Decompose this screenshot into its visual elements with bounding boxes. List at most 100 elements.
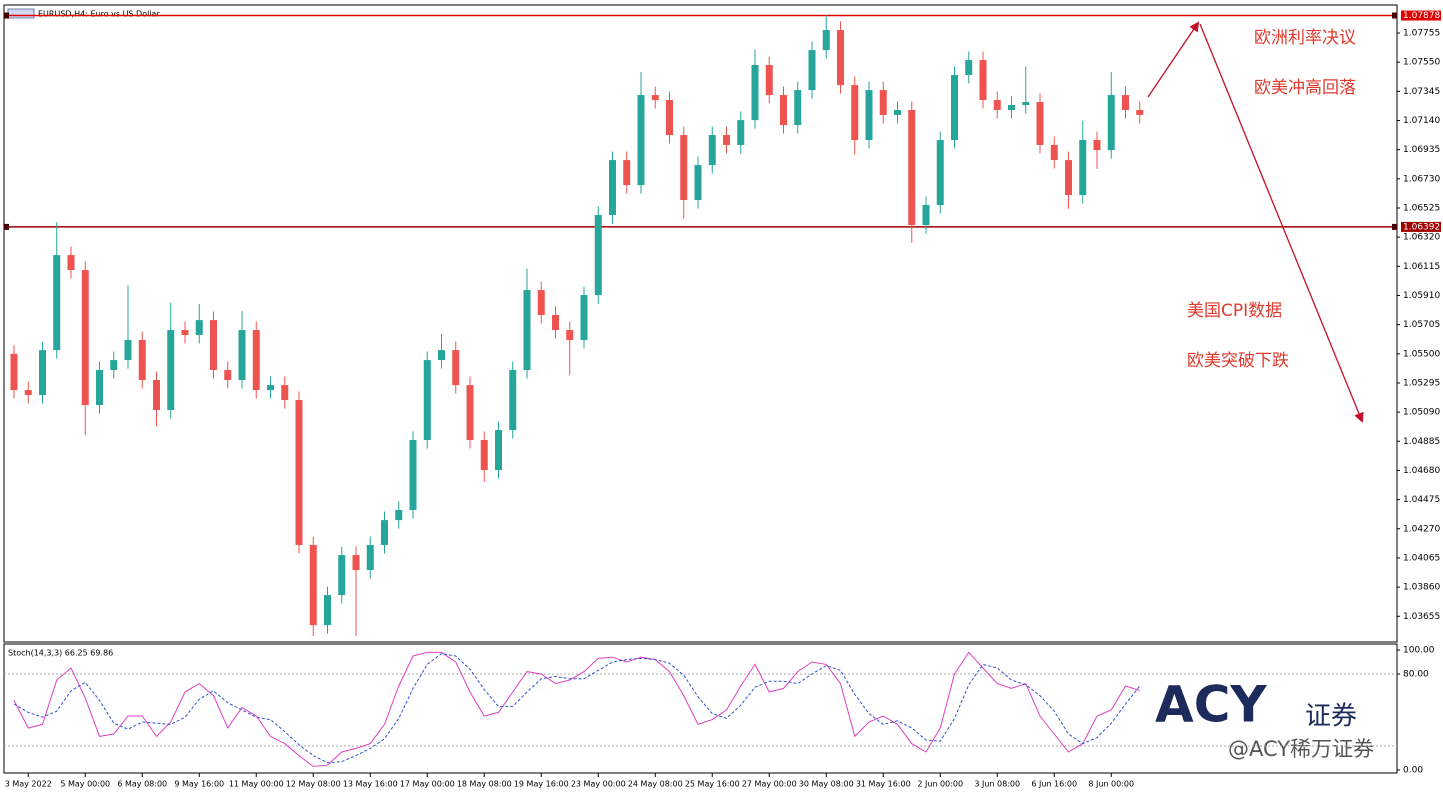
candle-body (466, 385, 474, 441)
candle-body (423, 360, 431, 441)
level-label: 1.07878 (1403, 11, 1440, 21)
y-tick-label: 100.00 (1403, 646, 1435, 656)
level-marker (1392, 223, 1397, 230)
candle-body (822, 30, 830, 51)
y-tick-label: 1.07140 (1403, 116, 1440, 126)
candle-body (922, 205, 930, 226)
y-tick-label: 1.03860 (1403, 583, 1440, 593)
annotation: 欧洲利率决议 (1254, 28, 1356, 48)
candle-body (338, 555, 346, 596)
y-tick-label: 1.04270 (1403, 524, 1440, 534)
y-tick-label: 1.05910 (1403, 291, 1440, 301)
candle-body (153, 379, 160, 410)
candle-body (765, 65, 773, 96)
candle-body (495, 430, 502, 471)
y-tick-label: 1.06320 (1403, 233, 1440, 243)
candle-body (366, 544, 374, 571)
candle-body (409, 440, 417, 510)
stoch-line (13, 651, 1140, 767)
candle-body (851, 85, 859, 140)
x-tick-label: 8 Jun 00:00 (1088, 780, 1134, 789)
x-tick-label: 12 May 08:00 (286, 780, 341, 789)
level-label: 1.06392 (1403, 222, 1440, 232)
y-tick-label: 1.06115 (1403, 262, 1440, 272)
x-tick-label: 6 May 08:00 (117, 780, 167, 789)
candle-body (1079, 139, 1087, 196)
watermark-handle: @ACY稀万证券 (1228, 737, 1374, 761)
symbol-icon (7, 8, 35, 19)
candle-body (210, 320, 217, 371)
chart-title: EURUSD,H4: Euro vs US Dollar (38, 10, 160, 19)
candle-body (666, 100, 673, 136)
candle-body (1093, 139, 1101, 151)
x-tick-label: 3 Jun 08:00 (974, 780, 1020, 789)
level-marker (4, 12, 9, 19)
y-tick-label: 1.07550 (1403, 58, 1440, 68)
level-label-box (1401, 10, 1441, 21)
candle-body (1065, 160, 1072, 196)
x-tick-label: 5 May 00:00 (60, 780, 110, 789)
candle-body (879, 90, 887, 115)
watermark-logo: ACY (1155, 676, 1267, 734)
x-tick-label: 3 May 2022 (5, 780, 52, 789)
y-tick-label: 1.05090 (1403, 408, 1440, 418)
candle-body (694, 165, 702, 201)
candle-body (651, 95, 659, 101)
candle-body (110, 360, 118, 371)
candle-body (680, 135, 688, 201)
y-tick-label: 1.07345 (1403, 87, 1440, 97)
candle-body (452, 350, 460, 386)
candle-body (309, 544, 317, 626)
x-tick-label: 30 May 08:00 (799, 780, 854, 789)
candle-body (780, 95, 787, 126)
candle-body (1022, 102, 1030, 106)
y-tick-label: 1.07755 (1403, 29, 1440, 39)
x-tick-label: 2 Jun 00:00 (917, 780, 963, 789)
candle-body (96, 370, 103, 406)
candle-body (295, 400, 303, 545)
x-tick-label: 6 Jun 16:00 (1031, 780, 1077, 789)
level-label-box (1401, 221, 1441, 232)
arrow-down (1199, 23, 1364, 423)
candle-body (281, 385, 289, 401)
level-marker (1392, 12, 1397, 19)
candle-body (993, 100, 1001, 110)
candle-body (1036, 102, 1044, 145)
candle-body (936, 139, 944, 206)
x-tick-label: 18 May 08:00 (457, 780, 512, 789)
x-tick-label: 24 May 08:00 (628, 780, 683, 789)
candle-body (737, 120, 745, 145)
x-tick-label: 13 May 16:00 (343, 780, 398, 789)
candle-body (580, 295, 588, 341)
y-tick-label: 0.00 (1403, 766, 1423, 776)
candle-body (395, 509, 403, 521)
candle-body (1122, 95, 1129, 110)
candle-body (965, 60, 973, 75)
candle-body (623, 160, 631, 186)
y-tick-label: 1.04680 (1403, 466, 1440, 476)
candle-body (267, 385, 274, 391)
candle-body (1008, 105, 1015, 110)
annotation: 美国CPI数据 (1187, 301, 1282, 321)
y-tick-label: 1.06525 (1403, 203, 1440, 213)
candle-body (352, 555, 360, 571)
candle-body (594, 214, 602, 296)
y-tick-label: 1.05705 (1403, 320, 1440, 330)
x-tick-label: 31 May 16:00 (856, 780, 911, 789)
x-tick-label: 9 May 16:00 (174, 780, 224, 789)
candle-body (751, 65, 759, 121)
candle-body (1050, 144, 1058, 161)
watermark-text: 证券 (1305, 702, 1357, 732)
x-tick-label: 11 May 00:00 (229, 780, 284, 789)
candle-body (979, 60, 987, 101)
candle-body (794, 90, 802, 126)
candle-body (67, 255, 75, 271)
candle-body (324, 595, 331, 626)
x-tick-label: 25 May 16:00 (685, 780, 740, 789)
level-marker (4, 223, 9, 230)
candle-body (181, 330, 189, 336)
candle-body (480, 440, 488, 471)
y-tick-label: 1.04475 (1403, 495, 1440, 505)
annotation: 欧美冲高回落 (1254, 78, 1356, 98)
